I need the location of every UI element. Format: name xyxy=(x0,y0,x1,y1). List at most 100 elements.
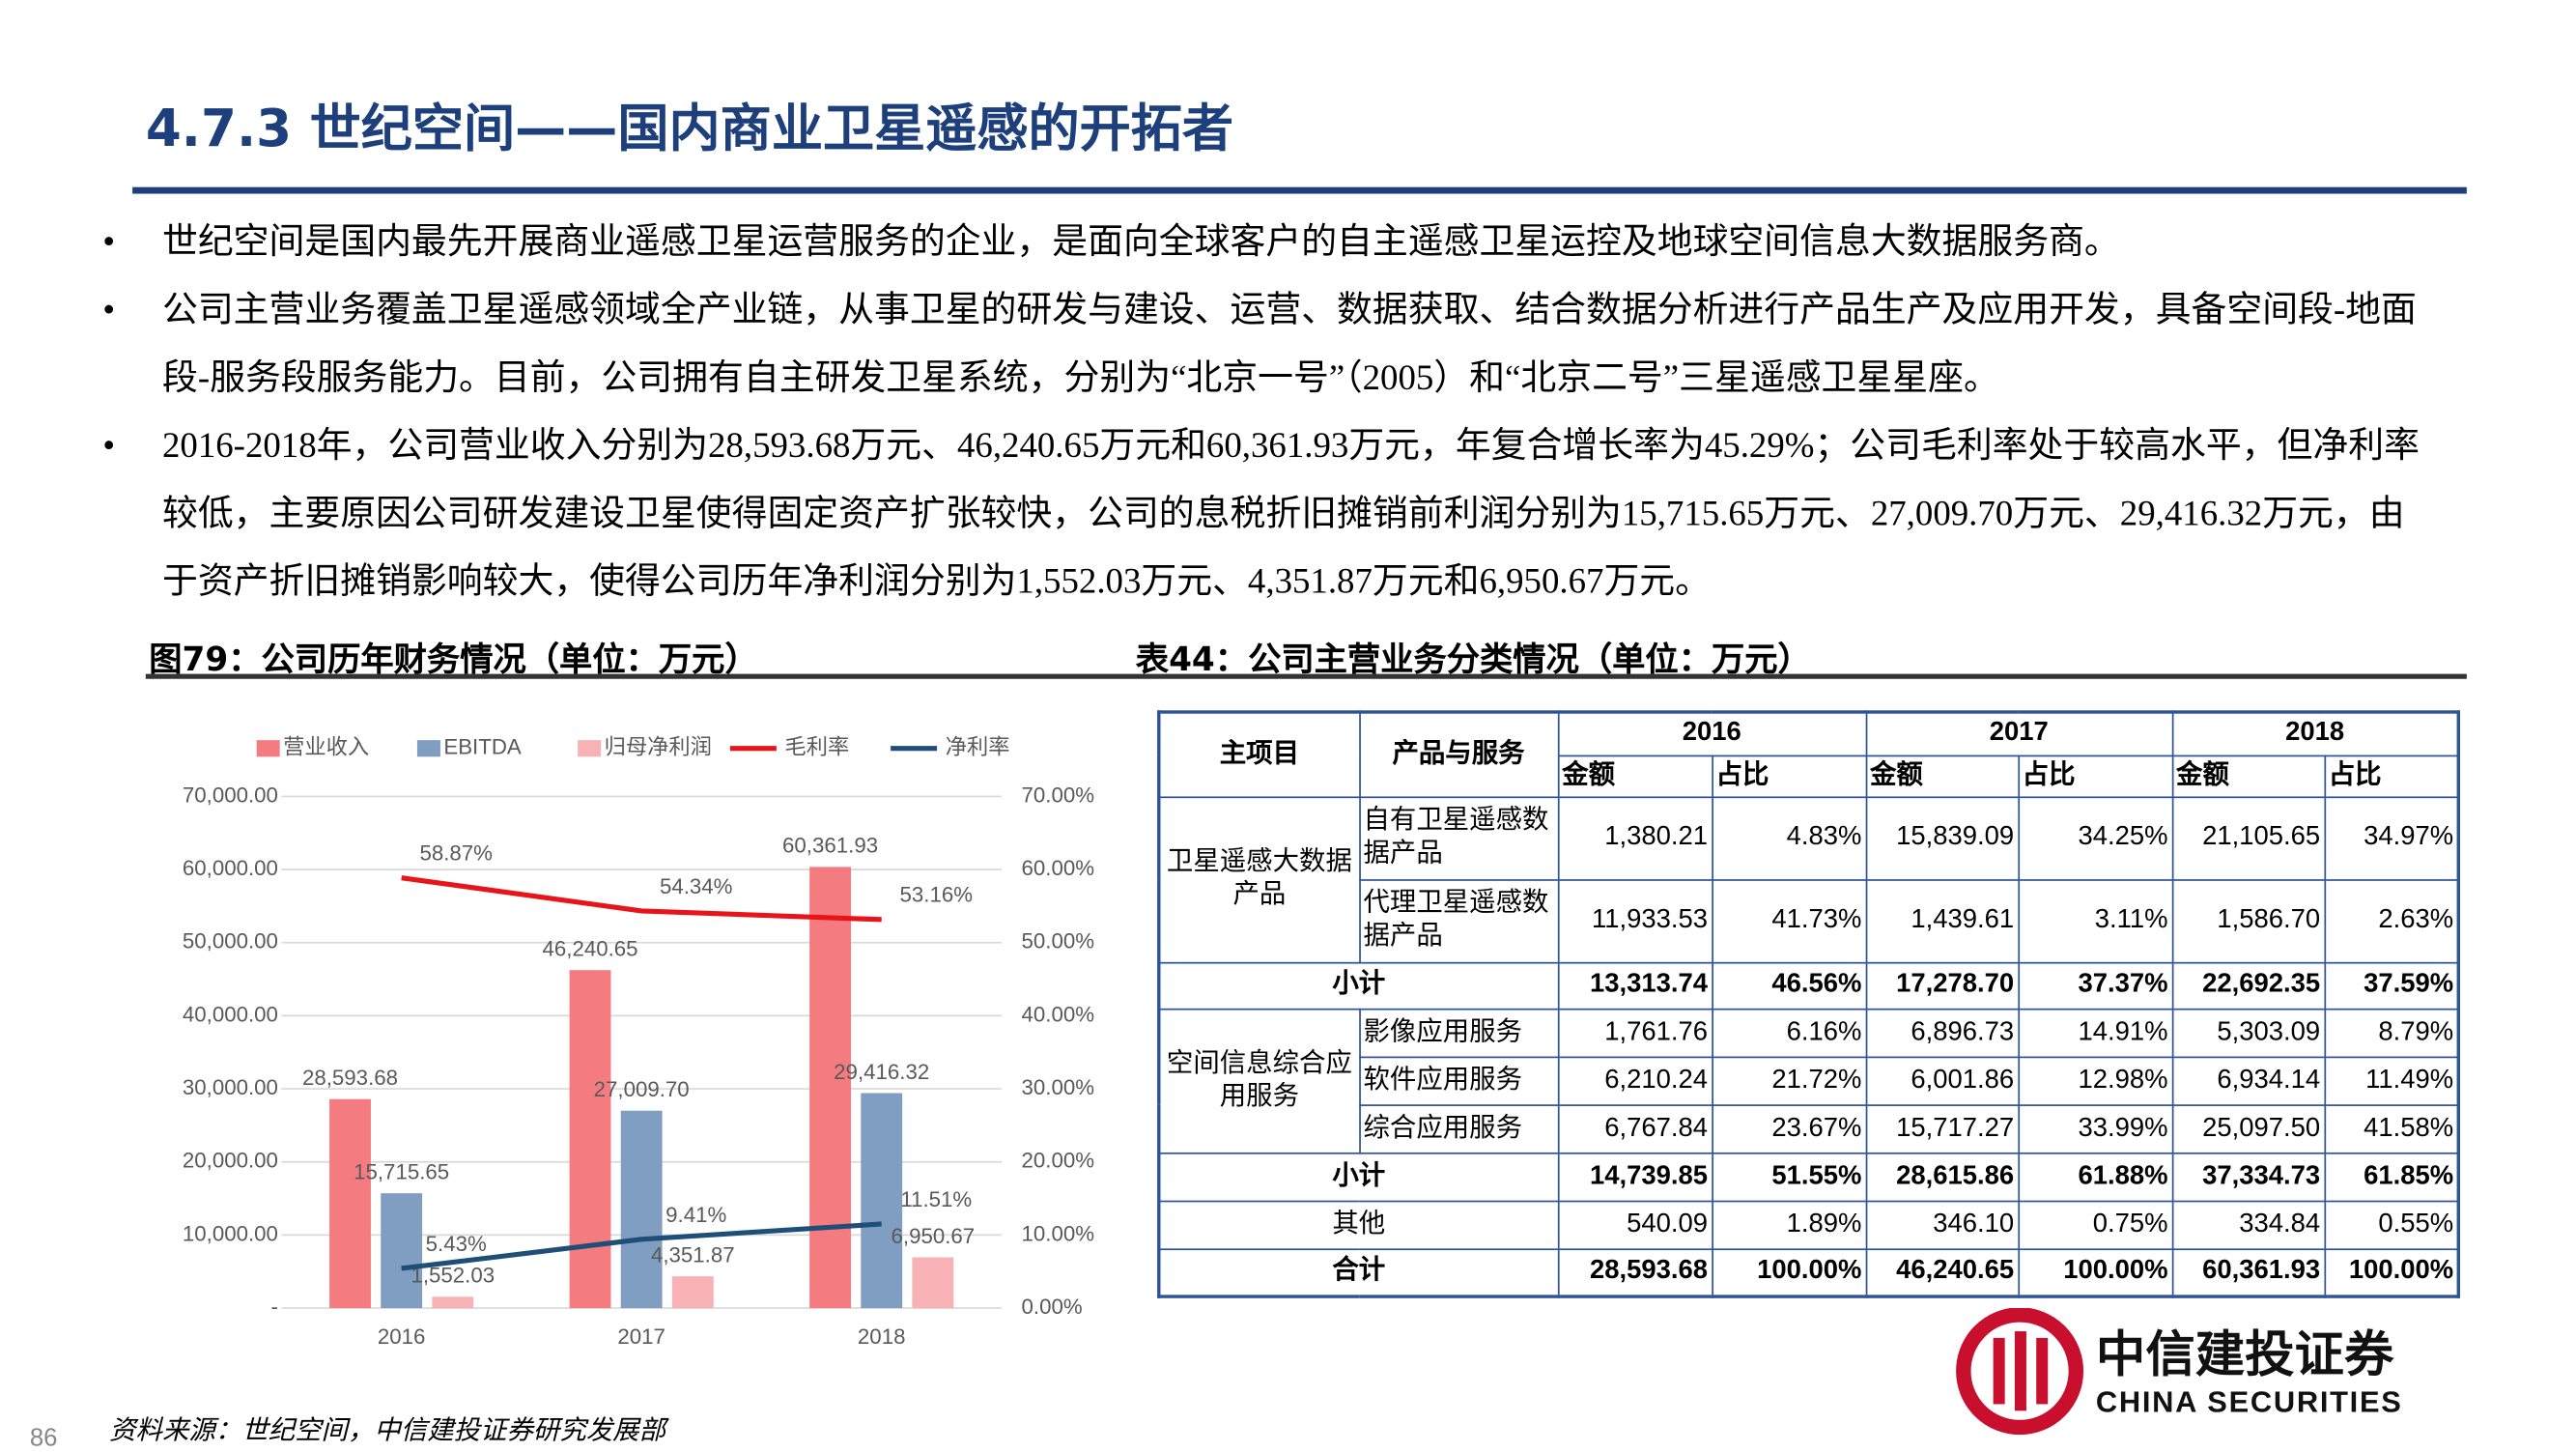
legend-label: 营业收入 xyxy=(283,735,369,759)
cell: 34.97% xyxy=(2323,795,2460,880)
cell: 21,105.65 xyxy=(2170,795,2326,880)
y-tick-label: - xyxy=(271,1295,278,1319)
legend-swatch xyxy=(256,740,280,757)
subheader-row: 金额 占比 金额 占比 金额 占比 xyxy=(1159,754,2460,798)
cell: 34.25% xyxy=(2017,795,2173,880)
y2-tick-label: 10.00% xyxy=(1022,1221,1095,1245)
group-label: 空间信息综合应用服务 xyxy=(1157,1007,1361,1153)
bar xyxy=(912,1257,954,1309)
cell: 28,615.86 xyxy=(1864,1152,2020,1202)
y-tick-label: 20,000.00 xyxy=(183,1149,278,1173)
x-tick-label: 2018 xyxy=(858,1324,906,1349)
cell: 11.49% xyxy=(2323,1055,2460,1106)
row-label: 合计 xyxy=(1157,1247,1559,1297)
legend-swatch xyxy=(416,740,440,757)
cell: 15,839.09 xyxy=(1864,795,2020,880)
value-label: 28,593.68 xyxy=(302,1066,398,1090)
header-row: 主项目 产品与服务 2016 2017 2018 xyxy=(1157,711,2460,798)
product-label: 软件应用服务 xyxy=(1358,1055,1559,1106)
cell: 0.75% xyxy=(2017,1199,2173,1250)
y-tick-label: 40,000.00 xyxy=(183,1002,278,1026)
slide-title: 4.7.3 世纪空间——国内商业卫星遥感的开拓者 xyxy=(145,99,1234,159)
cell: 37.37% xyxy=(2017,960,2173,1010)
y2-tick-label: 30.00% xyxy=(1022,1075,1095,1099)
caption-rule xyxy=(145,673,2467,679)
value-label: 9.41% xyxy=(665,1203,726,1227)
header-cell: 主项目 xyxy=(1157,711,1361,798)
value-label: 5.43% xyxy=(426,1232,487,1256)
y2-tick-label: 70.00% xyxy=(1022,783,1095,807)
year-header: 2017 xyxy=(1864,711,2173,756)
source-note: 资料来源：世纪空间，中信建投证券研究发展部 xyxy=(109,1417,666,1446)
y-tick-label: 70,000.00 xyxy=(183,783,278,807)
cell: 346.10 xyxy=(1864,1199,2020,1250)
logo-name: 中信建投证券 xyxy=(2096,1325,2394,1383)
cell: 37.59% xyxy=(2323,960,2460,1010)
y-tick-label: 10,000.00 xyxy=(183,1221,278,1245)
cell: 100.00% xyxy=(2017,1247,2173,1297)
value-label: 4,351.87 xyxy=(651,1242,735,1267)
data-table: 主项目 产品与服务 2016 2017 2018 金额 占比 金额 占比 金额 占比 卫星遥感大数据产… xyxy=(1157,710,2461,1298)
cell: 6,896.73 xyxy=(1864,1007,2020,1058)
y2-tick-label: 0.00% xyxy=(1022,1295,1083,1319)
product-label: 影像应用服务 xyxy=(1358,1007,1559,1058)
title-rule xyxy=(132,186,2467,194)
cell: 12.98% xyxy=(2017,1055,2173,1106)
bar xyxy=(381,1193,423,1309)
bar xyxy=(569,970,611,1309)
page-number: 86 xyxy=(29,1424,58,1452)
cell: 23.67% xyxy=(1711,1103,1867,1153)
y-tick-label: 50,000.00 xyxy=(183,929,278,954)
value-label: 27,009.70 xyxy=(594,1077,690,1101)
value-label: 60,361.93 xyxy=(782,834,878,858)
bullet-text: 公司主营业务覆盖卫星遥感领域全产业链，从事卫星的研发与建设、运营、数据获取、结合… xyxy=(161,289,2417,398)
cell: 60,361.93 xyxy=(2170,1247,2326,1297)
cell: 3.11% xyxy=(2017,878,2173,963)
subheader-cell: 金额 xyxy=(2170,754,2326,798)
bar xyxy=(861,1093,903,1309)
cell: 17,278.70 xyxy=(1864,960,2020,1010)
logo-english: CHINA SECURITIES xyxy=(2096,1385,2403,1419)
value-label: 54.34% xyxy=(660,874,733,898)
cell: 1,380.21 xyxy=(1557,795,1713,880)
bar xyxy=(432,1296,474,1309)
product-label: 综合应用服务 xyxy=(1358,1103,1559,1153)
value-label: 29,416.32 xyxy=(834,1060,929,1084)
cell: 1,761.76 xyxy=(1557,1007,1713,1058)
y2-tick-label: 50.00% xyxy=(1022,929,1095,954)
table-caption: 表44：公司主营业务分类情况（单位：万元） xyxy=(1135,639,1811,679)
cell: 22,692.35 xyxy=(2170,960,2326,1010)
figure-caption: 图79：公司历年财务情况（单位：万元） xyxy=(149,639,758,679)
cell: 1,586.70 xyxy=(2170,878,2326,963)
legend-label: 归母净利润 xyxy=(605,735,712,759)
value-label: 15,715.65 xyxy=(354,1159,449,1183)
cell: 6,210.24 xyxy=(1557,1055,1713,1106)
logo: 中信建投证券 CHINA SECURITIES xyxy=(1956,1308,2403,1436)
cell: 540.09 xyxy=(1557,1199,1713,1250)
cell: 37,334.73 xyxy=(2170,1152,2326,1202)
cell: 334.84 xyxy=(2170,1199,2326,1250)
row-label: 其他 xyxy=(1157,1199,1559,1250)
cell: 100.00% xyxy=(2323,1247,2460,1297)
group-label: 卫星遥感大数据产品 xyxy=(1157,795,1361,963)
cell: 21.72% xyxy=(1711,1055,1867,1106)
cell: 61.88% xyxy=(2017,1152,2173,1202)
table-row: 代理卫星遥感数据产品 11,933.53 41.73% 1,439.61 3.11% 1,… xyxy=(1159,878,2460,963)
year-header: 2016 xyxy=(1557,711,1867,756)
cell: 8.79% xyxy=(2323,1007,2460,1058)
table-row: 小计 14,739.85 51.55% 28,615.86 61.88% 37,334.7… xyxy=(1157,1152,2460,1202)
y2-tick-label: 40.00% xyxy=(1022,1002,1095,1026)
bar xyxy=(620,1110,663,1309)
logo-bar xyxy=(2036,1337,2049,1405)
y2-tick-label: 60.00% xyxy=(1022,856,1095,880)
cell: 4.83% xyxy=(1711,795,1867,880)
cell: 15,717.27 xyxy=(1864,1103,2020,1153)
product-label: 自有卫星遥感数据产品 xyxy=(1358,795,1559,880)
cell: 6.16% xyxy=(1711,1007,1867,1058)
legend-label: 毛利率 xyxy=(784,735,849,759)
value-label: 46,240.65 xyxy=(543,937,638,961)
value-label: 58.87% xyxy=(419,841,493,866)
line xyxy=(401,1221,882,1271)
value-label: 11.51% xyxy=(900,1187,972,1211)
